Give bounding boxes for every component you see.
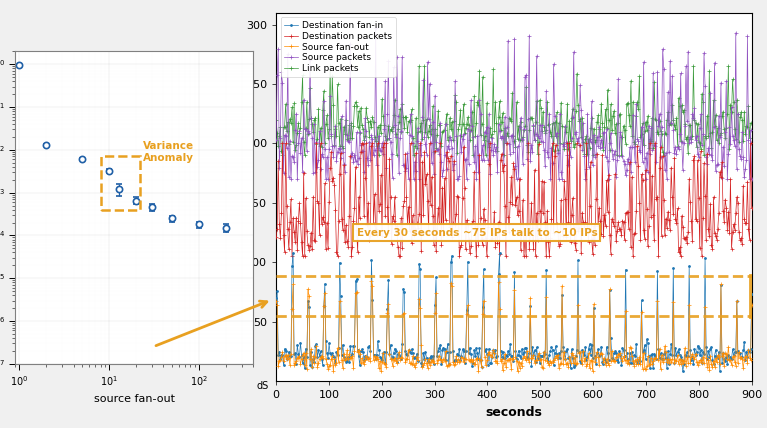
Line: Source fan-out: Source fan-out xyxy=(275,279,753,373)
Text: Variance
Anomaly: Variance Anomaly xyxy=(143,141,195,163)
Source fan-out xyxy=(729,353,739,358)
Link packets xyxy=(353,125,362,130)
Text: Every 30 seconds ~75 IPs talk to ~10 IPs: Every 30 seconds ~75 IPs talk to ~10 IPs xyxy=(357,228,597,238)
Link packets xyxy=(327,134,336,139)
Line: Source packets: Source packets xyxy=(275,27,753,181)
Source packets xyxy=(286,176,295,181)
Source packets xyxy=(542,89,551,94)
Destination packets xyxy=(742,220,751,226)
Destination packets xyxy=(353,249,362,254)
Destination fan-in xyxy=(617,362,626,367)
Destination fan-in xyxy=(325,351,334,356)
Destination fan-in xyxy=(352,276,361,282)
Destination fan-in xyxy=(742,349,751,354)
Destination packets xyxy=(288,254,297,259)
Line: Destination packets: Destination packets xyxy=(275,142,753,258)
X-axis label: source fan-out: source fan-out xyxy=(94,394,175,404)
Destination packets xyxy=(618,218,627,223)
Destination fan-in xyxy=(288,250,298,256)
Source packets xyxy=(272,138,281,143)
Source fan-out xyxy=(618,358,627,363)
Destination packets xyxy=(729,222,739,227)
X-axis label: seconds: seconds xyxy=(486,405,542,419)
Destination packets xyxy=(542,253,551,259)
Source fan-out xyxy=(742,354,751,359)
Source fan-out xyxy=(272,298,281,303)
Destination fan-in xyxy=(729,353,739,358)
Source packets xyxy=(747,176,756,181)
Link packets xyxy=(747,121,756,126)
Source fan-out xyxy=(324,363,334,369)
Link packets xyxy=(729,99,739,104)
Destination packets xyxy=(272,234,281,239)
Legend: Destination fan-in, Destination packets, Source fan-out, Source packets, Link pa: Destination fan-in, Destination packets,… xyxy=(281,18,396,77)
Destination packets xyxy=(747,205,756,211)
Link packets xyxy=(272,118,281,123)
Link packets xyxy=(325,64,334,69)
Text: dS: dS xyxy=(257,381,269,392)
Bar xyxy=(100,157,140,210)
Link packets xyxy=(278,153,287,158)
Destination fan-in xyxy=(541,352,550,357)
Destination packets xyxy=(278,141,287,146)
Destination packets xyxy=(327,149,336,154)
Source packets xyxy=(352,130,361,135)
Source fan-out xyxy=(367,279,376,284)
Destination fan-in xyxy=(678,369,687,374)
Source packets xyxy=(325,93,334,98)
Source packets xyxy=(618,154,627,159)
Source packets xyxy=(742,158,751,163)
Line: Link packets: Link packets xyxy=(275,65,753,157)
Source fan-out xyxy=(542,294,551,300)
Line: Destination fan-in: Destination fan-in xyxy=(275,251,753,373)
Link packets xyxy=(618,135,627,140)
Source packets xyxy=(371,26,380,31)
Y-axis label: n(8 < count ≤ 16): n(8 < count ≤ 16) xyxy=(230,146,240,247)
Destination fan-in xyxy=(272,296,281,301)
Source fan-out xyxy=(351,291,360,296)
Link packets xyxy=(542,128,551,133)
Link packets xyxy=(742,124,751,129)
Source packets xyxy=(729,137,739,143)
Source fan-out xyxy=(513,369,522,374)
Destination fan-in xyxy=(747,291,756,297)
Source fan-out xyxy=(747,302,756,307)
